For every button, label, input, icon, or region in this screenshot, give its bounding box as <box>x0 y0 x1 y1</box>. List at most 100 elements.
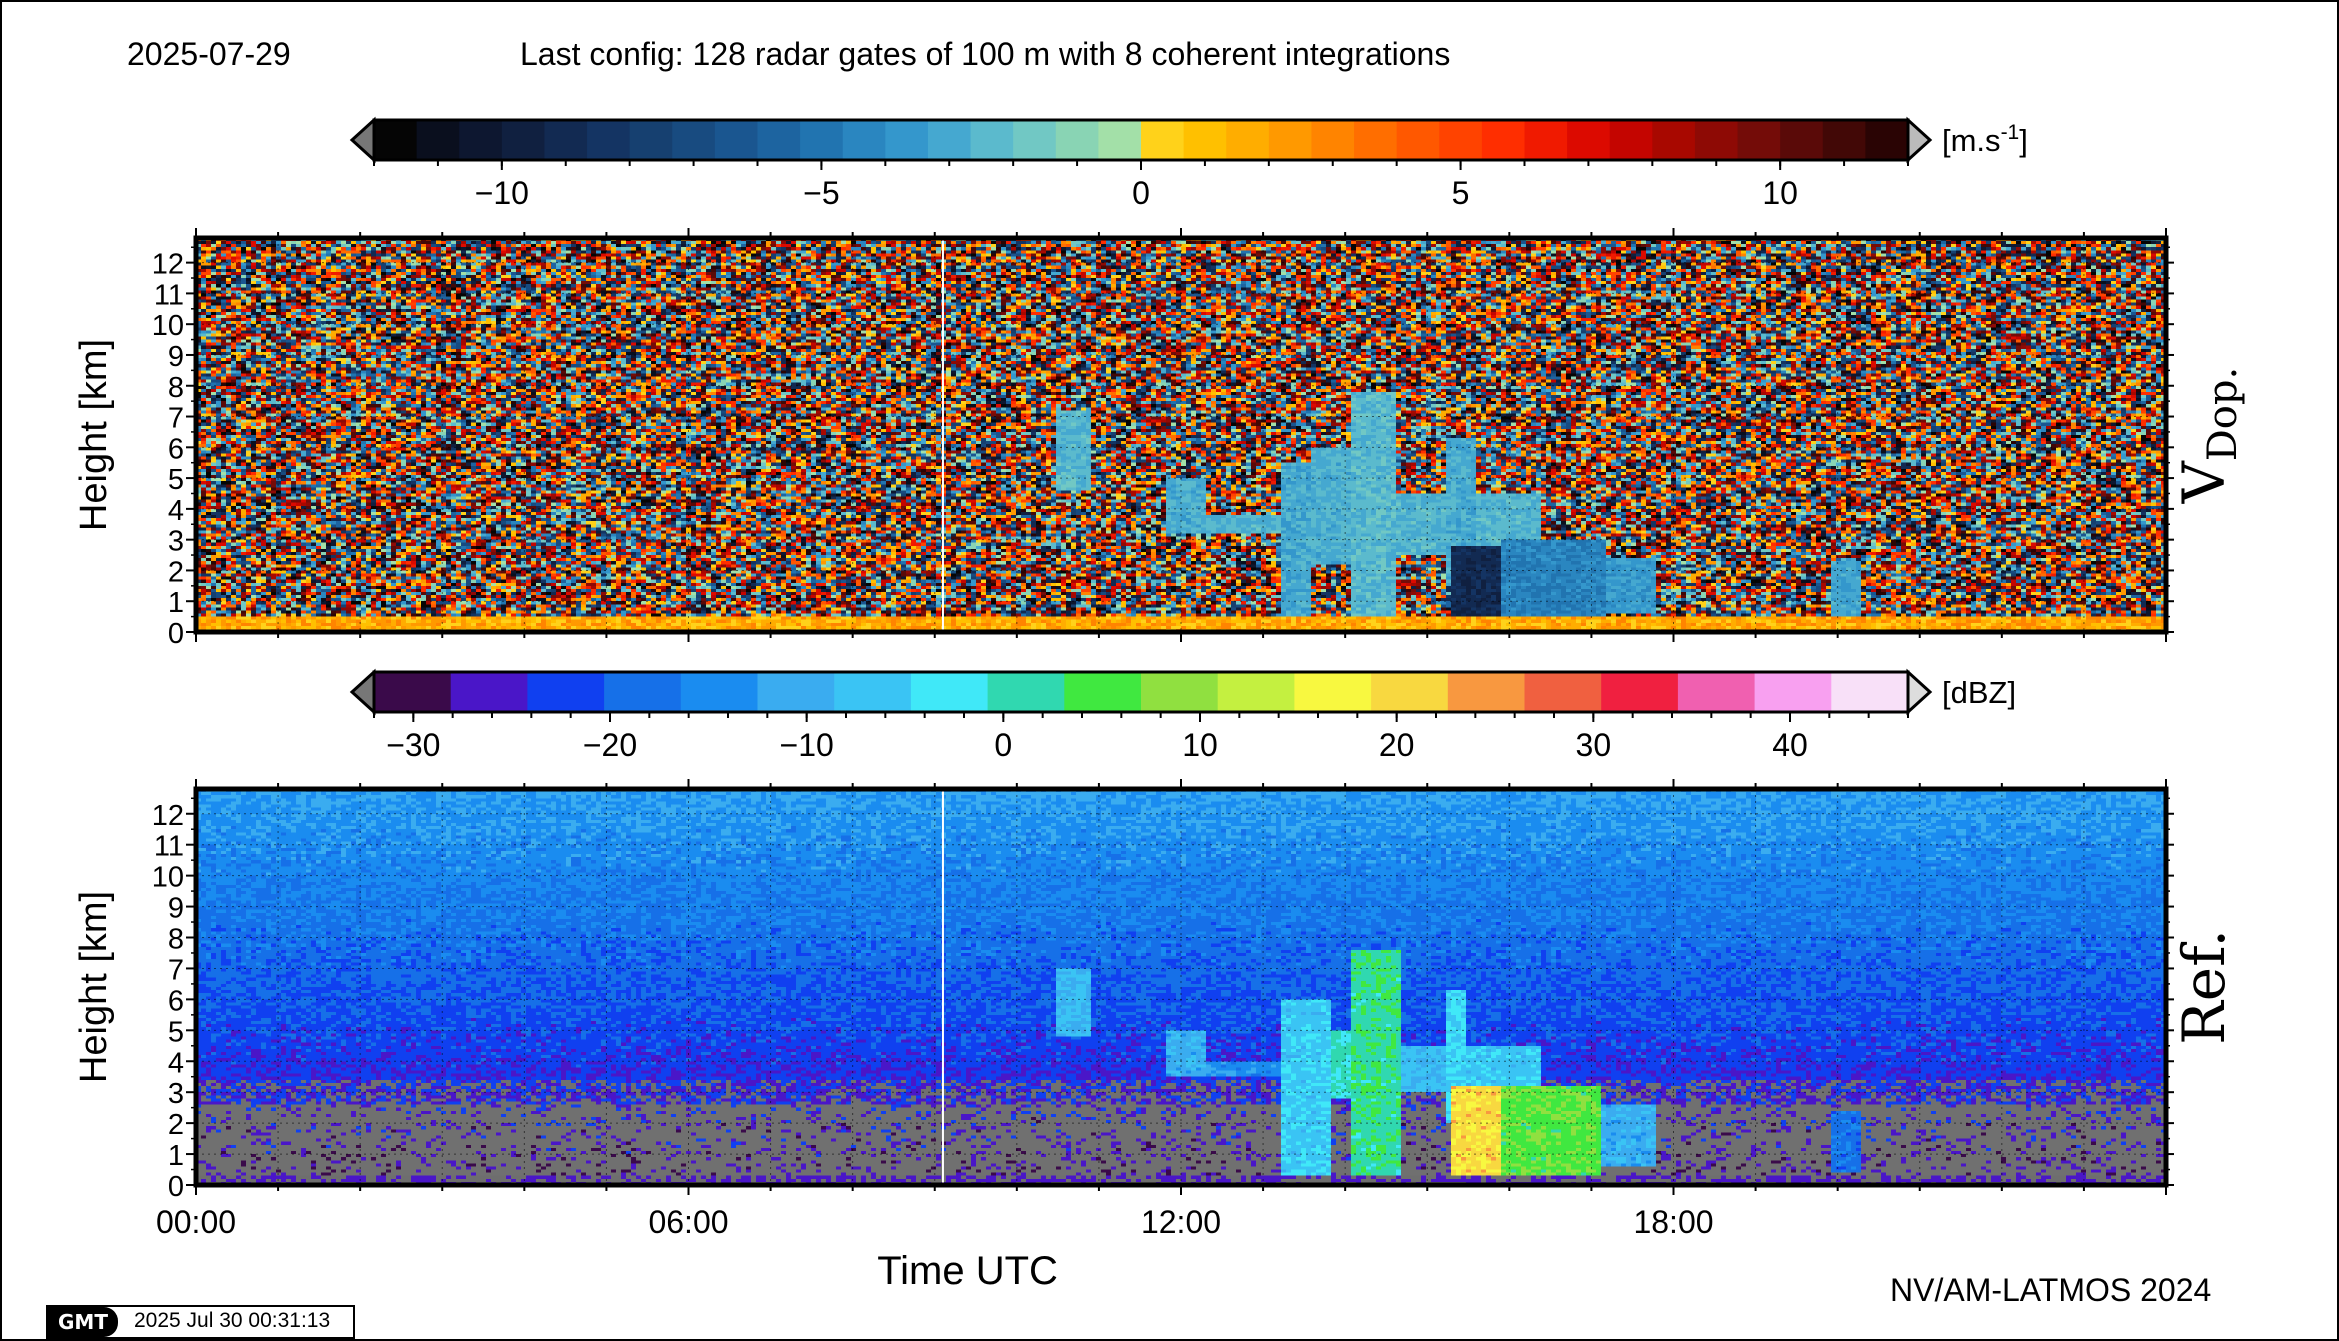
colorbar-1-tick-label: 20 <box>1379 727 1415 763</box>
gmt-timestamp-box: GMT 2025 Jul 30 00:31:13 <box>46 1305 355 1339</box>
colorbar-0-swatch <box>1737 120 1781 160</box>
colorbar-1-unit-label: [dBZ] <box>1942 675 2016 710</box>
colorbar-1-swatch <box>680 672 758 712</box>
colorbar-0-swatch <box>1141 120 1185 160</box>
panel-0-ytick-label: 7 <box>168 403 184 435</box>
panel-1-ytick-label: 6 <box>168 985 184 1017</box>
panel-0-ytick-label: 10 <box>152 310 184 342</box>
colorbar-1-swatch <box>834 672 912 712</box>
panel-1-ytick-label: 5 <box>168 1016 184 1048</box>
colorbar-0-swatch <box>1226 120 1270 160</box>
colorbar-0-swatch <box>714 120 758 160</box>
panel-1-xtick-label: 06:00 <box>648 1204 728 1240</box>
colorbar-0-swatch <box>1183 120 1227 160</box>
colorbar-0-swatch <box>927 120 972 160</box>
panel-1-ytick-label: 10 <box>152 862 184 894</box>
colorbar-0-swatch <box>1396 120 1440 160</box>
colorbar-1-swatch <box>987 672 1065 712</box>
panel-1-ytick-label: 11 <box>154 831 184 863</box>
colorbar-0-swatch <box>1354 120 1398 160</box>
colorbar-1-low-triangle <box>349 668 376 716</box>
colorbar-1-outline <box>372 670 1910 714</box>
colorbar-1-swatch <box>527 672 605 712</box>
colorbar-1-tick-label: −10 <box>780 727 834 763</box>
panel-1-ytick-label: 0 <box>168 1171 184 1203</box>
panel-0-ylabel: Height [km] <box>73 339 115 531</box>
colorbar-0-swatch <box>1013 120 1057 160</box>
colorbar-0-swatch <box>1524 120 1568 160</box>
colorbar-0-swatch <box>459 120 503 160</box>
colorbar-0-swatch <box>1439 120 1483 160</box>
panel-1-xlabel: Time UTC <box>877 1249 1058 1293</box>
colorbar-1-swatch <box>1447 672 1525 712</box>
colorbar-0-swatch <box>374 120 418 160</box>
colorbar-1-swatch <box>1524 672 1602 712</box>
colorbar-1-tick-label: 30 <box>1576 727 1612 763</box>
colorbar-0-swatch <box>757 120 801 160</box>
colorbar-0-swatch <box>629 120 673 160</box>
panel-0-ytick-label: 1 <box>168 587 184 619</box>
gmt-logo: GMT <box>48 1307 118 1337</box>
panel-0-ytick-label: 4 <box>168 495 184 527</box>
colorbar-1-swatch <box>1141 672 1219 712</box>
panel-0-ytick-label: 6 <box>168 433 184 465</box>
panel-0-frame <box>193 235 2169 635</box>
panel-0-ytick-label: 9 <box>168 341 184 373</box>
colorbar-0-swatch <box>1481 120 1525 160</box>
colorbar-0-swatch <box>800 120 844 160</box>
colorbar-0-swatch <box>842 120 886 160</box>
colorbar-1-swatch <box>1831 672 1909 712</box>
panel-0-ytick-label: 2 <box>168 556 184 588</box>
panel-0-ytick-label: 8 <box>168 372 184 404</box>
colorbar-1-high-triangle <box>1906 668 1933 716</box>
colorbar-1-swatch <box>1754 672 1832 712</box>
colorbar-0-low-triangle <box>349 116 376 164</box>
colorbar-1-swatch <box>1294 672 1372 712</box>
colorbar-1-swatch <box>1677 672 1756 712</box>
panel-0-ytick-label: 0 <box>168 618 184 650</box>
panel-0-side-label: VDop. <box>2170 367 2246 504</box>
colorbar-1-swatch <box>757 672 835 712</box>
colorbar-0-swatch <box>501 120 545 160</box>
panel-1-ytick-label: 4 <box>168 1047 184 1079</box>
colorbar-0-swatch <box>1098 120 1142 160</box>
colorbar-1-tick-label: −30 <box>386 727 440 763</box>
colorbar-0-swatch <box>1567 120 1611 160</box>
panel-1-side-label: Ref. <box>2170 929 2238 1045</box>
colorbar-0-swatch <box>1652 120 1696 160</box>
colorbar-0-swatch <box>1609 120 1653 160</box>
colorbar-1-tick-label: 10 <box>1182 727 1218 763</box>
colorbar-1-swatch <box>1217 672 1295 712</box>
colorbar-0-swatch <box>416 120 460 160</box>
colorbar-1-swatch <box>1064 672 1142 712</box>
panel-1-ytick-label: 8 <box>168 924 184 956</box>
colorbar-0-swatch <box>587 120 631 160</box>
colorbar-0-swatch <box>1268 120 1312 160</box>
colorbar-1-swatch <box>604 672 682 712</box>
colorbar-1-tick-label: 0 <box>994 727 1012 763</box>
colorbar-0-swatch <box>1865 120 1909 160</box>
panel-1-ytick-label: 2 <box>168 1109 184 1141</box>
colorbar-0-swatch <box>1055 120 1099 160</box>
colorbar-0-swatch <box>1822 120 1866 160</box>
panel-1-xtick-label: 18:00 <box>1633 1204 1713 1240</box>
credit-label: NV/AM-LATMOS 2024 <box>1890 1272 2212 1308</box>
colorbar-0-tick-label: 10 <box>1762 175 1798 211</box>
panel-1-ytick-label: 3 <box>168 1078 184 1110</box>
colorbar-0-swatch <box>544 120 588 160</box>
panel-1-xtick-label: 00:00 <box>156 1204 236 1240</box>
gmt-timestamp: 2025 Jul 30 00:31:13 <box>134 1309 331 1332</box>
colorbar-0-swatch <box>885 120 929 160</box>
panel-0-ytick-label: 5 <box>168 464 184 496</box>
colorbar-1-swatch <box>1371 672 1449 712</box>
colorbar-1-swatch <box>374 672 452 712</box>
panel-0-ytick-label: 11 <box>154 279 184 311</box>
panel-1-xtick-label: 12:00 <box>1141 1204 1221 1240</box>
colorbar-1-tick-label: −20 <box>583 727 637 763</box>
date-label: 2025-07-29 <box>127 36 291 72</box>
colorbar-1-swatch <box>1601 672 1679 712</box>
colorbar-1-swatch <box>450 672 528 712</box>
colorbar-0-swatch <box>1311 120 1355 160</box>
